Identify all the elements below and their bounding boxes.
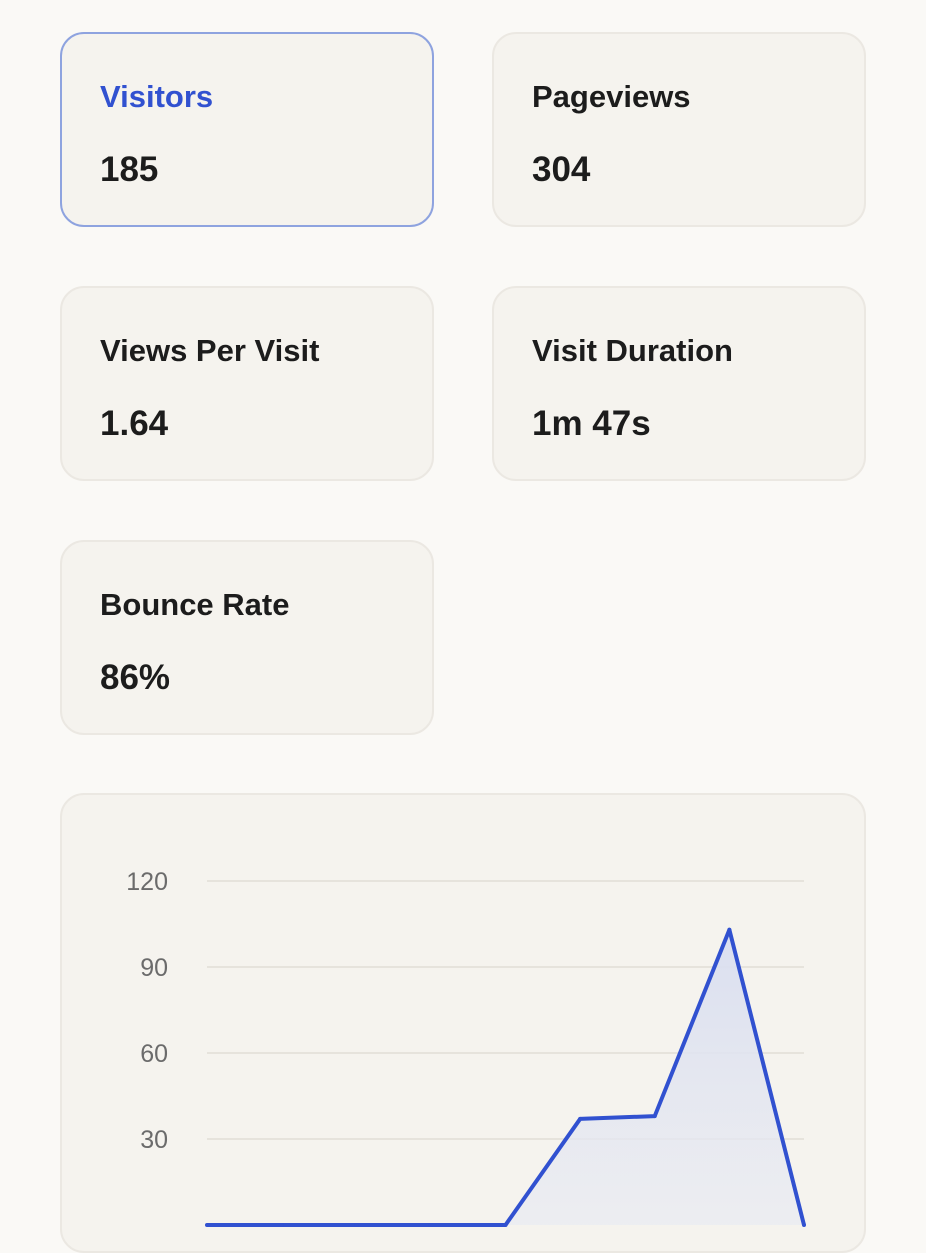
pageviews-stat-card[interactable]: Pageviews 304 xyxy=(492,32,866,227)
visitors-chart: 120 90 60 30 xyxy=(126,868,806,1227)
y-tick-label-120: 120 xyxy=(126,868,168,896)
series-area-fill xyxy=(207,929,804,1225)
data-point-5 xyxy=(578,1116,583,1121)
bounce-rate-value: 86% xyxy=(100,658,171,697)
visitors-stat-card[interactable]: Visitors 185 xyxy=(60,32,434,227)
visit-duration-stat-card[interactable]: Visit Duration 1m 47s xyxy=(492,286,866,481)
views-per-visit-label: Views Per Visit xyxy=(100,333,320,368)
data-point-8 xyxy=(802,1223,806,1227)
visit-duration-value: 1m 47s xyxy=(532,404,651,443)
visit-duration-label: Visit Duration xyxy=(532,333,733,368)
visitors-chart-card: 120 90 60 30 xyxy=(60,793,866,1253)
visitors-label: Visitors xyxy=(100,79,214,114)
data-point-4 xyxy=(503,1223,508,1227)
data-point-2 xyxy=(354,1223,359,1227)
y-tick-label-90: 90 xyxy=(140,954,168,982)
data-point-0 xyxy=(205,1223,209,1227)
bounce-rate-label: Bounce Rate xyxy=(100,587,290,622)
chart-series xyxy=(205,927,806,1227)
views-per-visit-stat-card[interactable]: Views Per Visit 1.64 xyxy=(60,286,434,481)
data-point-3 xyxy=(428,1223,433,1227)
data-point-7 xyxy=(727,927,732,932)
data-point-1 xyxy=(279,1223,284,1227)
y-axis-ticks: 120 90 60 30 xyxy=(126,868,168,1154)
bounce-rate-stat-card[interactable]: Bounce Rate 86% xyxy=(60,540,434,735)
data-point-6 xyxy=(652,1114,657,1119)
views-per-visit-value: 1.64 xyxy=(100,404,169,443)
pageviews-label: Pageviews xyxy=(532,79,691,114)
pageviews-value: 304 xyxy=(532,150,591,189)
y-tick-label-60: 60 xyxy=(140,1040,168,1068)
y-tick-label-30: 30 xyxy=(140,1126,168,1154)
visitors-value: 185 xyxy=(100,150,159,189)
